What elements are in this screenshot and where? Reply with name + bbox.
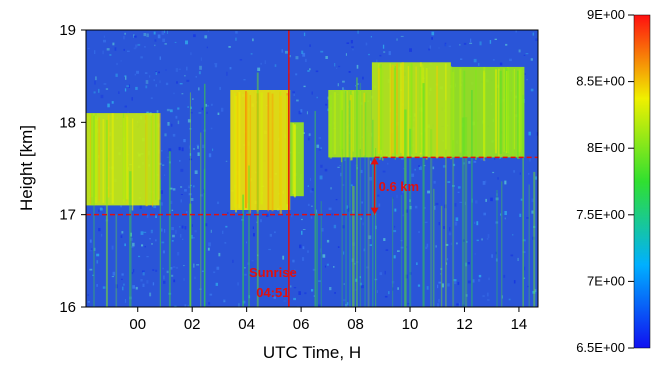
x-tick-label: 10 [402, 316, 419, 333]
aerosol-layer-6 [450, 66, 525, 158]
y-tick-label: 18 [59, 114, 76, 131]
colorbar-tick-label: 8E+00 [587, 140, 625, 155]
y-axis: 16 17 18 19 [59, 22, 86, 316]
y-tick-label: 16 [59, 299, 76, 316]
x-axis-label: UTC Time, H [263, 343, 361, 362]
plot-frame [85, 29, 539, 308]
x-tick-label: 14 [511, 316, 528, 333]
x-tick-label: 12 [456, 316, 473, 333]
sunrise-time: 04:51 [256, 285, 289, 300]
y-tick-label: 19 [59, 22, 76, 39]
y-axis-label: Height [km] [17, 125, 36, 211]
signal-stripes [93, 72, 536, 307]
colorbar-tick-label: 6.5E+00 [576, 340, 625, 355]
colorbar-tick-label: 7.5E+00 [576, 207, 625, 222]
plot-area: Sunrise 04:51 0.6 km [85, 29, 539, 308]
shift-label: 0.6 km [379, 179, 419, 194]
x-axis: 00 02 04 06 08 10 12 14 [129, 307, 527, 333]
x-tick-label: 08 [347, 316, 364, 333]
sunrise-label: Sunrise [249, 265, 297, 280]
colorbar-tick-label: 9E+00 [587, 7, 625, 22]
x-tick-label: 04 [238, 316, 255, 333]
y-tick-label: 17 [59, 207, 76, 224]
colorbar-gradient [633, 14, 651, 349]
x-tick-label: 00 [129, 316, 146, 333]
colorbar-tick-label: 8.5E+00 [576, 74, 625, 89]
x-tick-label: 06 [293, 316, 310, 333]
colorbar: 9E+00 8.5E+00 8E+00 7.5E+00 7E+00 6.5E+00 [576, 7, 651, 355]
colorbar-tick-label: 7E+00 [587, 273, 625, 288]
x-tick-label: 02 [184, 316, 201, 333]
